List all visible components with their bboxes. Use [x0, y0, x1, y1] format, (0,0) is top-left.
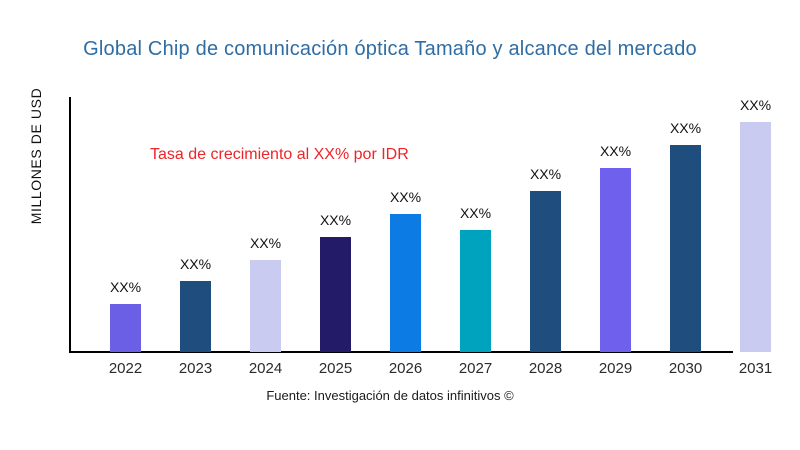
bar-2030	[670, 145, 701, 352]
bar-2024	[250, 260, 281, 352]
bar-value-label-2022: XX%	[109, 279, 142, 295]
bar-2029	[600, 168, 631, 352]
bar-value-label-2027: XX%	[459, 205, 492, 221]
bar-2025	[320, 237, 351, 352]
x-tick-2029: 2029	[598, 360, 633, 377]
x-tick-2022: 2022	[108, 360, 143, 377]
chart-title: Global Chip de comunicación óptica Tamañ…	[83, 38, 697, 60]
bar-value-label-2031: XX%	[739, 97, 772, 113]
bar-value-label-2029: XX%	[599, 143, 632, 159]
bar-value-label-2028: XX%	[529, 166, 562, 182]
bar-2028	[530, 191, 561, 352]
x-axis-line	[69, 351, 733, 353]
bar-value-label-2024: XX%	[249, 235, 282, 251]
growth-rate-annotation: Tasa de crecimiento al XX% por IDR	[150, 146, 409, 163]
x-tick-2024: 2024	[248, 360, 283, 377]
x-tick-2031: 2031	[738, 360, 773, 377]
source-attribution: Fuente: Investigación de datos infinitiv…	[266, 388, 514, 403]
bar-2022	[110, 304, 141, 352]
x-tick-2030: 2030	[668, 360, 703, 377]
x-tick-2026: 2026	[388, 360, 423, 377]
bar-value-label-2023: XX%	[179, 256, 212, 272]
bar-value-label-2030: XX%	[669, 120, 702, 136]
bar-2026	[390, 214, 421, 352]
bar-value-label-2026: XX%	[389, 189, 422, 205]
y-axis-label: MILLONES DE USD	[28, 87, 44, 225]
x-tick-2028: 2028	[528, 360, 563, 377]
x-tick-2023: 2023	[178, 360, 213, 377]
y-axis-line	[69, 97, 71, 353]
x-tick-2027: 2027	[458, 360, 493, 377]
bar-2027	[460, 230, 491, 352]
x-tick-2025: 2025	[318, 360, 353, 377]
bar-2023	[180, 281, 211, 352]
bar-2031	[740, 122, 771, 352]
bar-value-label-2025: XX%	[319, 212, 352, 228]
